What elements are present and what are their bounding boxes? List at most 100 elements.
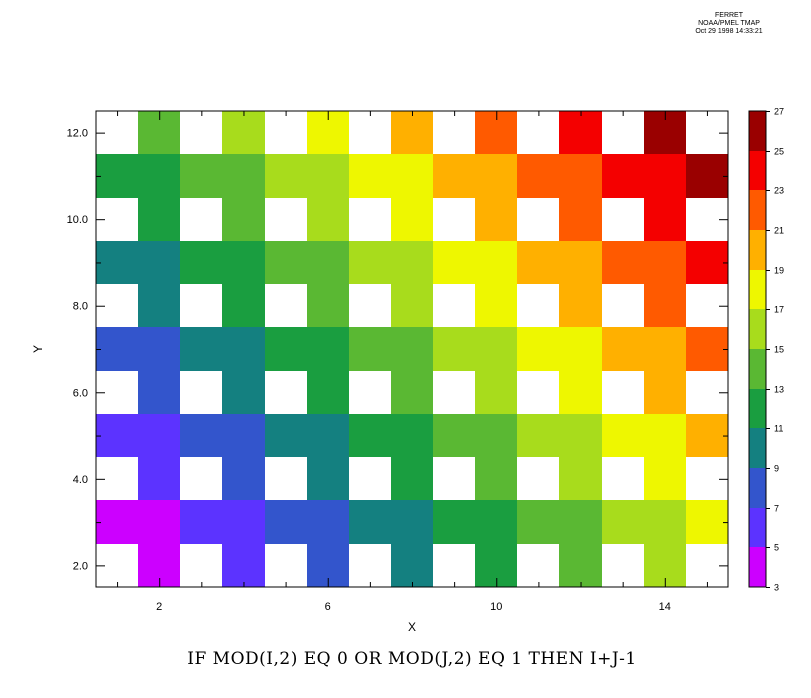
heatmap-cell: [138, 457, 180, 500]
heatmap-cell: [391, 327, 433, 371]
heatmap-cell: [686, 327, 728, 371]
heatmap-cell: [475, 154, 517, 198]
heatmap-cell: [475, 241, 517, 284]
heatmap-cell: [222, 241, 265, 284]
colorbar-label: 13: [774, 385, 784, 395]
heatmap-cell: [644, 327, 686, 371]
y-tick-label: 6.0: [73, 387, 88, 399]
colorbar-label: 27: [774, 107, 784, 117]
heatmap-cell: [433, 500, 475, 544]
colorbar-label: 3: [774, 583, 779, 593]
heatmap-cells: [96, 111, 728, 587]
heatmap-cell: [559, 198, 602, 241]
colorbar-swatch: [749, 409, 766, 428]
heatmap-cell: [222, 198, 265, 241]
heatmap-cell: [602, 241, 644, 284]
y-axis-ticks: 2.0 4.0 6.0 8.0 10.0 12.0: [67, 128, 728, 572]
colorbar-swatch: [749, 448, 766, 468]
heatmap-cell: [391, 414, 433, 457]
heatmap-cell: [222, 414, 265, 457]
heatmap-cell: [391, 198, 433, 241]
heatmap-cell: [517, 500, 559, 544]
heatmap-cell: [391, 544, 433, 587]
heatmap-cell: [517, 414, 559, 457]
heatmap-cell: [433, 241, 475, 284]
heatmap-cell: [307, 327, 349, 371]
heatmap-cell: [349, 500, 391, 544]
colorbar-label: 19: [774, 266, 784, 276]
colorbar-swatch: [749, 151, 766, 171]
heatmap-cell: [96, 500, 138, 544]
heatmap-cell: [138, 241, 180, 284]
heatmap-cell: [222, 284, 265, 327]
heatmap-cell: [433, 154, 475, 198]
heatmap-cell: [222, 154, 265, 198]
heatmap-cell: [475, 284, 517, 327]
colorbar-label: 17: [774, 305, 784, 315]
heatmap-cell: [349, 327, 391, 371]
heatmap-cell: [686, 500, 728, 544]
heatmap-cell: [559, 544, 602, 587]
heatmap-cell: [644, 154, 686, 198]
heatmap-cell: [222, 111, 265, 154]
colorbar-swatch: [749, 190, 766, 210]
heatmap-cell: [475, 500, 517, 544]
heatmap-cell: [644, 241, 686, 284]
heatmap-cell: [96, 414, 138, 457]
colorbar-swatch: [749, 290, 766, 309]
heatmap-cell: [644, 500, 686, 544]
header-line-3: Oct 29 1998 14:33:21: [695, 28, 762, 35]
x-tick-label: 2: [156, 601, 162, 613]
heatmap-cell: [96, 241, 138, 284]
heatmap-cell: [307, 371, 349, 414]
heatmap-cell: [559, 154, 602, 198]
x-tick-label: 10: [490, 601, 502, 613]
heatmap-cell: [475, 327, 517, 371]
colorbar-swatch: [749, 389, 766, 409]
colorbar-swatch: [749, 528, 766, 547]
y-tick-label: 4.0: [73, 474, 88, 486]
colorbar-swatch: [749, 488, 766, 508]
heatmap-cell: [686, 414, 728, 457]
heatmap-cell: [265, 154, 307, 198]
heatmap-cell: [180, 327, 222, 371]
heatmap-cell: [559, 111, 602, 154]
heatmap-cell: [138, 327, 180, 371]
heatmap-cell: [222, 457, 265, 500]
heatmap-cell: [138, 198, 180, 241]
y-tick-label: 12.0: [67, 128, 88, 140]
colorbar-swatch: [749, 567, 766, 587]
plot-caption: IF MOD(I,2) EQ 0 OR MOD(J,2) EQ 1 THEN I…: [187, 649, 636, 669]
x-tick-label: 14: [659, 601, 671, 613]
heatmap-cell: [517, 154, 559, 198]
x-axis-title: X: [408, 620, 416, 634]
colorbar-label: 5: [774, 543, 779, 553]
heatmap-cell: [222, 327, 265, 371]
heatmap-cell: [644, 414, 686, 457]
header-block: FERRET NOAA/PMEL TMAP Oct 29 1998 14:33:…: [695, 12, 762, 35]
heatmap-cell: [475, 111, 517, 154]
heatmap-cell: [391, 111, 433, 154]
heatmap-cell: [180, 154, 222, 198]
heatmap-cell: [559, 371, 602, 414]
heatmap-cell: [644, 371, 686, 414]
colorbar-swatch: [749, 547, 766, 567]
colorbar-swatch: [749, 468, 766, 488]
heatmap-cell: [180, 414, 222, 457]
heatmap-cell: [391, 457, 433, 500]
heatmap-cell: [391, 241, 433, 284]
heatmap-cell: [138, 111, 180, 154]
heatmap-cell: [307, 241, 349, 284]
colorbar-swatch: [749, 171, 766, 190]
heatmap-cell: [391, 284, 433, 327]
heatmap-cell: [222, 371, 265, 414]
heatmap-cell: [391, 371, 433, 414]
colorbar-swatch: [749, 131, 766, 151]
heatmap-cell: [349, 241, 391, 284]
heatmap-cell: [307, 198, 349, 241]
heatmap-cell: [602, 500, 644, 544]
heatmap-cell: [138, 414, 180, 457]
y-tick-label: 2.0: [73, 560, 88, 572]
heatmap-cell: [138, 500, 180, 544]
